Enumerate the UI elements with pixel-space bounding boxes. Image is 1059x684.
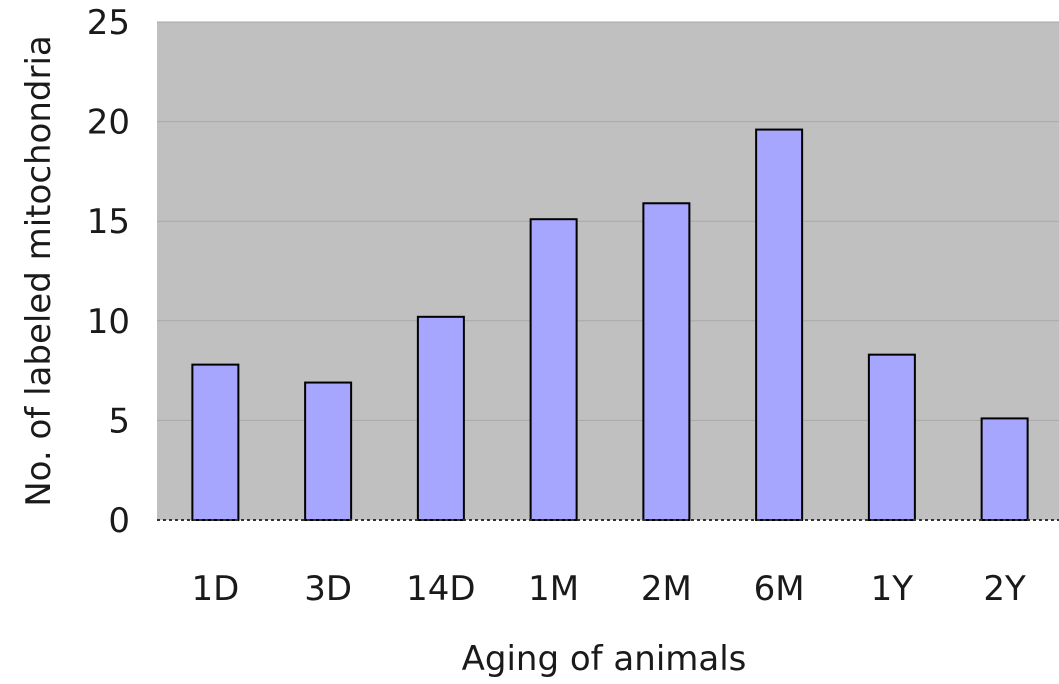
bar-2m xyxy=(642,202,691,521)
x-tick-label: 6M xyxy=(754,569,805,609)
bar-1y xyxy=(867,353,916,521)
y-axis-ticks: 0 5 10 15 20 25 xyxy=(87,3,130,541)
x-tick-label: 3D xyxy=(304,569,352,609)
x-axis-title: Aging of animals xyxy=(462,639,747,679)
bar-1d xyxy=(191,363,240,521)
bar-3d xyxy=(304,381,353,521)
x-tick-label: 1D xyxy=(191,569,239,609)
x-tick-label: 2Y xyxy=(983,569,1026,609)
y-axis-title: No. of labeled mitochondria xyxy=(19,35,59,507)
bar-2y xyxy=(980,417,1029,521)
y-tick-label: 0 xyxy=(108,501,130,541)
x-tick-label: 2M xyxy=(641,569,692,609)
bar-6m xyxy=(755,128,804,521)
y-tick-label: 15 xyxy=(87,202,130,242)
x-tick-label: 1M xyxy=(528,569,579,609)
y-tick-label: 25 xyxy=(87,3,130,43)
x-tick-label: 1Y xyxy=(871,569,914,609)
bar-14d xyxy=(416,315,465,522)
y-tick-label: 5 xyxy=(108,401,130,441)
y-tick-label: 10 xyxy=(87,302,130,342)
y-tick-label: 20 xyxy=(87,103,130,143)
bar-series xyxy=(191,128,1029,522)
x-axis-ticks: 1D 3D 14D 1M 2M 6M 1Y 2Y xyxy=(191,569,1026,609)
bar-1m xyxy=(529,218,578,521)
x-tick-label: 14D xyxy=(406,569,475,609)
plot-area xyxy=(157,22,1059,520)
